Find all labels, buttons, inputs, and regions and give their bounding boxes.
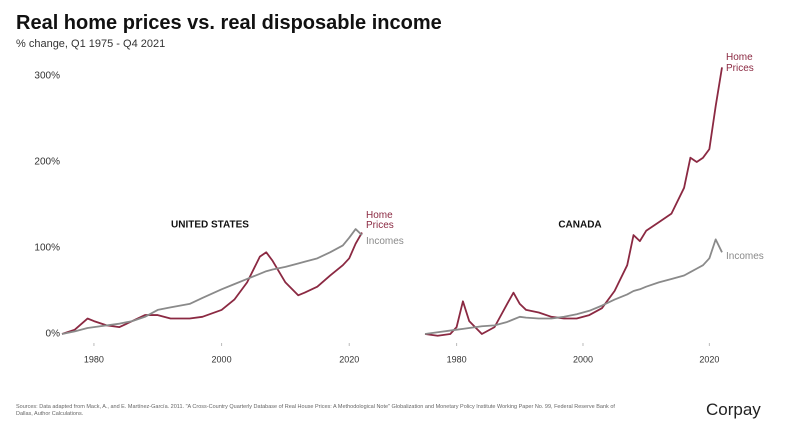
brand-logo: Corpay — [706, 400, 761, 419]
y-tick-label: 200% — [34, 157, 60, 168]
source: Sources: Data adapted from Mack, A., and… — [16, 404, 615, 418]
series-line — [61, 228, 363, 335]
series-label: Incomes — [726, 251, 764, 263]
y-tick-label: 0% — [46, 329, 61, 340]
x-tick-label: 1980 — [84, 354, 104, 364]
x-tick-label: 2020 — [339, 354, 359, 364]
series-label: Home Prices — [726, 52, 754, 74]
series-line — [424, 67, 723, 337]
x-tick-label: 1980 — [447, 354, 467, 364]
panel-title: CANADA — [558, 220, 601, 231]
panel-title: UNITED STATES — [171, 220, 249, 231]
series-label: Incomes — [366, 236, 404, 248]
series-label: Home Prices — [366, 209, 394, 232]
title: Real home prices vs. real disposable inc… — [16, 12, 442, 34]
x-tick-label: 2000 — [212, 354, 232, 364]
series-line — [424, 238, 723, 335]
x-tick-label: 2020 — [699, 354, 719, 364]
y-tick-label: 100% — [34, 243, 60, 254]
subtitle: % change, Q1 1975 - Q4 2021 — [16, 38, 166, 50]
x-tick-label: 2000 — [573, 354, 593, 364]
y-tick-label: 300% — [34, 71, 60, 82]
series-line — [61, 232, 363, 335]
